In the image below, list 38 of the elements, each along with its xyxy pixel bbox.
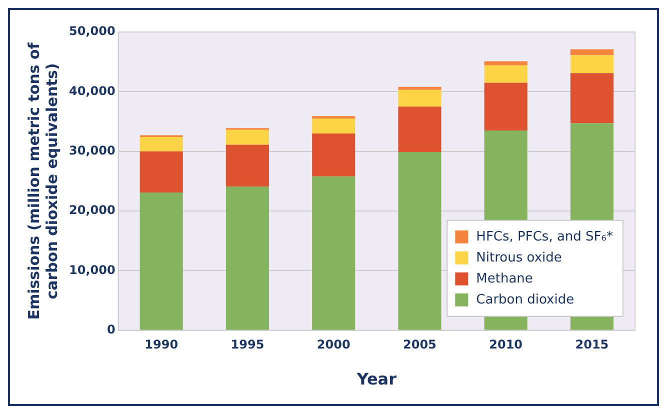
bar — [398, 90, 442, 107]
y-tick-label: 50,000 — [68, 24, 116, 38]
bar — [398, 86, 442, 90]
bar — [398, 152, 442, 330]
bar — [570, 49, 614, 56]
bar — [140, 151, 183, 193]
y-tick-label: 20,000 — [68, 203, 116, 218]
x-tick-label: 1990 — [144, 338, 178, 352]
bar — [140, 192, 183, 330]
x-tick-label: 1995 — [230, 338, 264, 352]
bar — [312, 116, 356, 119]
legend-label: HFCs, PFCs, and SF₆* — [476, 229, 614, 244]
bar — [312, 133, 356, 176]
bar — [398, 106, 442, 152]
bar — [570, 55, 614, 74]
y-tick-label: 10,000 — [68, 262, 116, 277]
y-tick-label: 0 — [106, 322, 116, 337]
x-tick-label: 2015 — [575, 338, 609, 352]
x-tick-label: 2010 — [489, 338, 523, 352]
bar — [312, 176, 356, 330]
x-axis-title: Year — [356, 370, 397, 389]
bar — [484, 61, 528, 66]
y-axis-title: Emissions (million metric tons of carbon dioxide equivalents) — [24, 42, 61, 320]
bar — [140, 137, 183, 152]
x-tick-label: 2005 — [403, 338, 436, 352]
legend-label: Carbon dioxide — [476, 292, 574, 308]
bar — [484, 82, 528, 130]
bar — [226, 144, 270, 187]
bar — [226, 130, 270, 145]
bar — [570, 73, 614, 124]
legend-label: Nitrous oxide — [476, 250, 562, 266]
legend-label: Methane — [476, 271, 533, 286]
bar — [312, 118, 356, 134]
bar — [484, 65, 528, 83]
y-tick-label: 40,000 — [68, 84, 116, 98]
bar — [226, 186, 270, 330]
x-tick-label: 2000 — [316, 338, 350, 352]
y-tick-label: 30,000 — [68, 143, 116, 158]
